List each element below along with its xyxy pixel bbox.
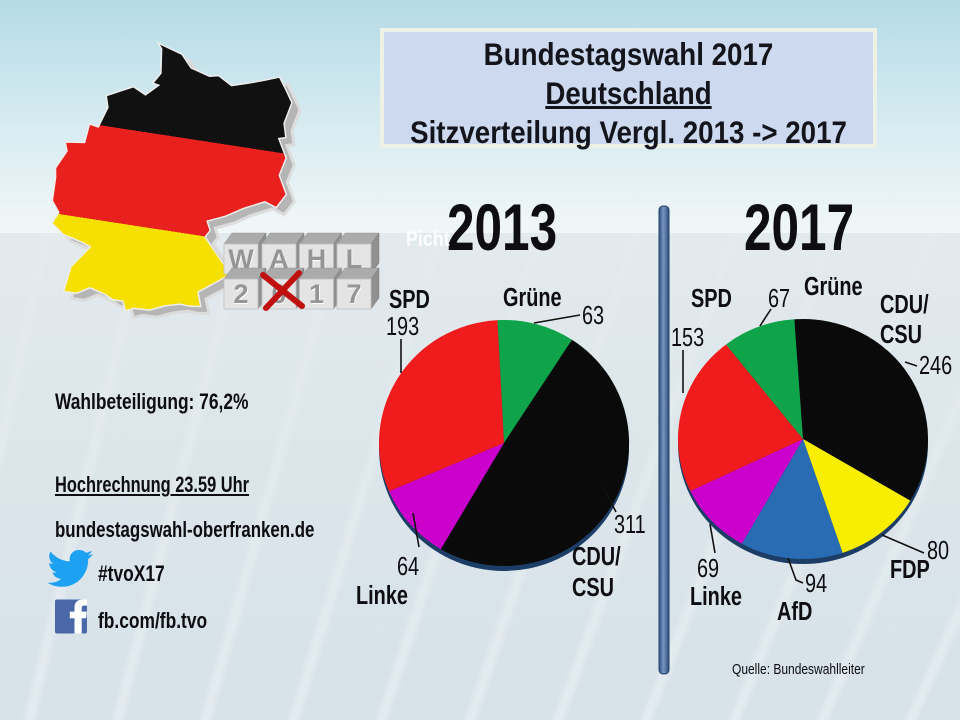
svg-text:L: L bbox=[346, 244, 363, 274]
svg-text:7: 7 bbox=[347, 280, 362, 310]
svg-text:H: H bbox=[307, 244, 327, 274]
svg-text:7: 7 bbox=[346, 279, 361, 309]
svg-text:1: 1 bbox=[310, 280, 325, 310]
svg-text:A: A bbox=[269, 244, 289, 274]
svg-text:A: A bbox=[270, 245, 290, 275]
svg-text:2: 2 bbox=[234, 280, 249, 310]
svg-text:H: H bbox=[308, 245, 328, 275]
svg-text:L: L bbox=[347, 245, 364, 275]
svg-text:1: 1 bbox=[309, 279, 324, 309]
svg-text:2: 2 bbox=[233, 279, 248, 309]
